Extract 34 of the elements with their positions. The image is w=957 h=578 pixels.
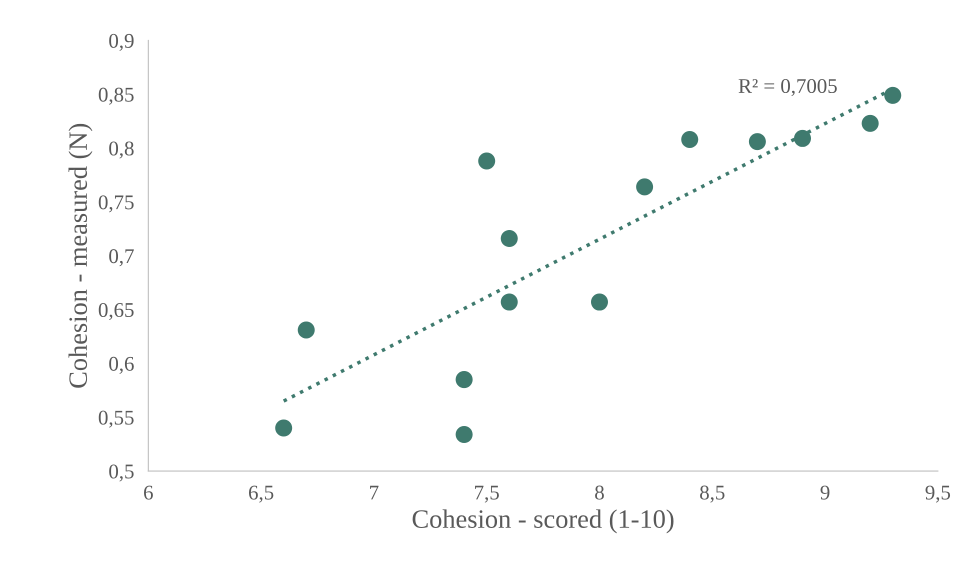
point xyxy=(681,130,698,148)
annotation: R² = 0,7005 xyxy=(738,78,837,96)
y-tick-label: 0,75 xyxy=(98,195,134,212)
y-tick-label: 0,55 xyxy=(98,410,134,428)
point xyxy=(456,426,473,443)
y-tick-label: 0,8 xyxy=(109,141,134,159)
point xyxy=(500,294,518,311)
y-tick-label: 0,6 xyxy=(109,356,134,374)
x-tick-label: 6 xyxy=(144,486,153,500)
point xyxy=(748,133,766,150)
y-tick-label: 0,9 xyxy=(109,34,134,51)
x-tick-label: 9 xyxy=(820,486,830,500)
x-tick-label: 6,5 xyxy=(249,486,274,503)
x-tick-label: 7 xyxy=(370,486,379,500)
point xyxy=(794,130,812,147)
x-tick-label: 9,5 xyxy=(926,486,950,503)
point xyxy=(862,114,879,132)
point xyxy=(298,322,315,339)
y-tick-label: 0,85 xyxy=(98,88,134,105)
y-tick-label: 0,5 xyxy=(109,464,134,482)
x-tick-label: 8 xyxy=(595,486,604,500)
x-axis-title: Cohesion - scored (1-10) xyxy=(412,509,674,534)
y-tick-label: 0,65 xyxy=(98,302,134,320)
x-tick-label: 7,5 xyxy=(475,486,499,503)
point xyxy=(590,294,608,311)
y-tick-label: 0,7 xyxy=(109,249,134,266)
y-axis-title: Cohesion - measured (N) xyxy=(68,124,92,388)
x-tick-label: 8,5 xyxy=(700,486,724,503)
point xyxy=(500,230,518,248)
point xyxy=(636,178,654,196)
point xyxy=(478,152,496,170)
point xyxy=(456,371,473,388)
point xyxy=(884,86,902,104)
point xyxy=(275,420,292,437)
